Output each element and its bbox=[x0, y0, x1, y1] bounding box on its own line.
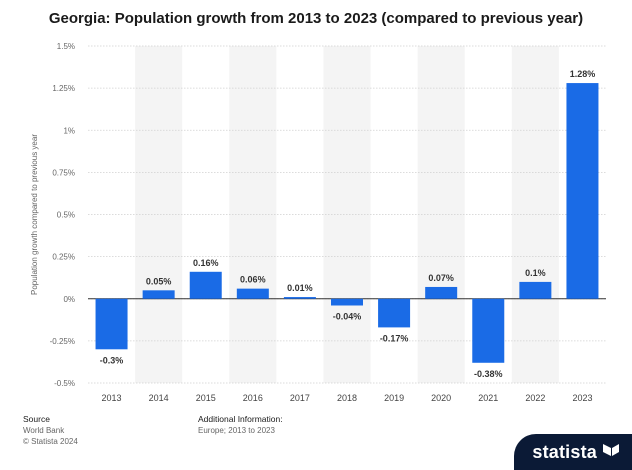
additional-info-line: Europe; 2013 to 2023 bbox=[198, 426, 275, 435]
y-tick-label: 0.75% bbox=[52, 168, 75, 177]
chart-title: Georgia: Population growth from 2013 to … bbox=[48, 10, 584, 27]
bar bbox=[331, 298, 363, 306]
bar bbox=[283, 297, 316, 299]
y-tick-label: 0.25% bbox=[52, 253, 75, 262]
x-tick-label: 2017 bbox=[290, 393, 310, 403]
bar-value-label: 0.07% bbox=[428, 273, 454, 283]
x-tick-label: 2014 bbox=[149, 393, 169, 403]
x-tick-label: 2019 bbox=[384, 393, 404, 403]
source-block: Source World Bank © Statista 2024 bbox=[23, 414, 78, 447]
y-tick-label: 0% bbox=[63, 295, 75, 304]
y-axis-title: Population growth compared to previous y… bbox=[30, 134, 39, 295]
bar bbox=[236, 288, 269, 299]
source-line-2: © Statista 2024 bbox=[23, 437, 78, 446]
y-tick-label: 1% bbox=[63, 126, 75, 135]
bar bbox=[425, 286, 458, 299]
y-tick-label: 1.25% bbox=[52, 84, 75, 93]
bar-value-label: 0.01% bbox=[287, 283, 313, 293]
statista-logo[interactable]: statista bbox=[514, 434, 632, 470]
x-tick-label: 2013 bbox=[102, 393, 122, 403]
bar bbox=[95, 298, 128, 350]
y-tick-label: -0.5% bbox=[54, 379, 75, 388]
bar bbox=[142, 290, 175, 299]
additional-info-label: Additional Information: bbox=[198, 414, 283, 424]
y-tick-label: 0.5% bbox=[57, 211, 75, 220]
bar bbox=[189, 271, 222, 299]
bar-value-label: 0.05% bbox=[146, 276, 172, 286]
x-tick-label: 2016 bbox=[243, 393, 263, 403]
additional-info-block: Additional Information: Europe; 2013 to … bbox=[198, 414, 283, 436]
bar bbox=[566, 83, 599, 299]
bar bbox=[378, 298, 411, 328]
bar bbox=[519, 281, 552, 299]
x-tick-label: 2015 bbox=[196, 393, 216, 403]
bar-value-label: -0.3% bbox=[100, 355, 124, 365]
y-tick-label: 1.5% bbox=[57, 42, 75, 51]
bar-value-label: 0.16% bbox=[193, 258, 219, 268]
y-tick-label: -0.25% bbox=[50, 337, 75, 346]
x-tick-label: 2021 bbox=[478, 393, 498, 403]
source-label: Source bbox=[23, 414, 50, 424]
x-tick-label: 2018 bbox=[337, 393, 357, 403]
statista-flag-icon bbox=[602, 442, 620, 463]
x-tick-label: 2022 bbox=[525, 393, 545, 403]
bar bbox=[472, 298, 505, 363]
bar-value-label: 0.1% bbox=[525, 268, 546, 278]
bar-chart: -0.5% -0.25% 0% 0.25% 0.5% 0.75% 1% 1.25% 1.5% -0… bbox=[30, 42, 606, 403]
x-tick-label: 2023 bbox=[572, 393, 592, 403]
bar-value-label: 0.06% bbox=[240, 275, 266, 285]
bar-value-label: -0.38% bbox=[474, 369, 503, 379]
source-line-1: World Bank bbox=[23, 426, 65, 435]
bar-value-label: -0.04% bbox=[333, 311, 362, 321]
bar-value-label: -0.17% bbox=[380, 333, 409, 343]
bar-value-label: 1.28% bbox=[570, 69, 596, 79]
x-tick-label: 2020 bbox=[431, 393, 451, 403]
logo-text: statista bbox=[532, 441, 597, 462]
